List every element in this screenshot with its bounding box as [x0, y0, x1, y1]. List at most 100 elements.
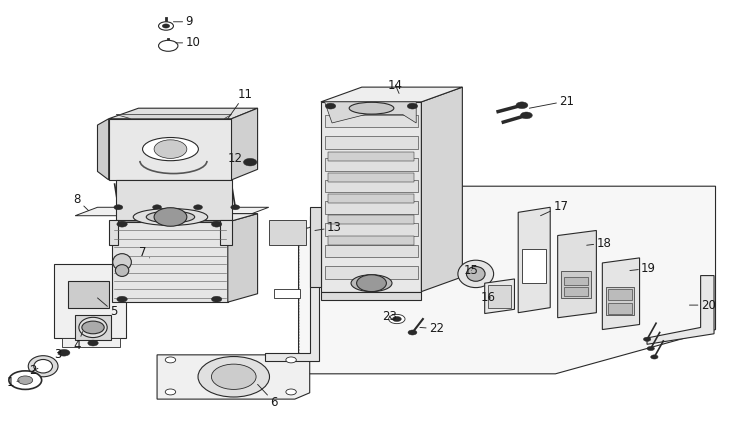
FancyBboxPatch shape: [269, 220, 306, 245]
Circle shape: [643, 337, 651, 341]
Circle shape: [521, 112, 533, 119]
Ellipse shape: [134, 209, 207, 225]
Polygon shape: [325, 223, 418, 236]
Polygon shape: [325, 136, 418, 149]
Text: 18: 18: [586, 236, 611, 250]
Circle shape: [408, 330, 417, 335]
Polygon shape: [310, 207, 321, 287]
FancyBboxPatch shape: [607, 302, 632, 313]
Polygon shape: [485, 279, 515, 313]
Polygon shape: [231, 108, 257, 180]
Circle shape: [286, 389, 296, 395]
Ellipse shape: [142, 137, 198, 161]
Circle shape: [9, 371, 42, 390]
Circle shape: [516, 102, 528, 109]
Text: 21: 21: [530, 94, 574, 108]
Polygon shape: [98, 119, 109, 180]
Text: 8: 8: [74, 193, 89, 211]
Circle shape: [211, 364, 256, 390]
Circle shape: [193, 205, 202, 210]
Ellipse shape: [79, 317, 107, 338]
Circle shape: [243, 158, 257, 166]
Polygon shape: [54, 264, 126, 338]
Ellipse shape: [466, 266, 485, 281]
Polygon shape: [109, 119, 231, 180]
Text: 2: 2: [29, 364, 38, 377]
Text: 10: 10: [175, 36, 200, 49]
Polygon shape: [321, 87, 463, 102]
FancyBboxPatch shape: [564, 287, 588, 296]
Ellipse shape: [146, 211, 195, 223]
Text: 23: 23: [382, 310, 397, 323]
Circle shape: [58, 349, 70, 356]
Circle shape: [79, 323, 94, 332]
Polygon shape: [325, 158, 418, 170]
Polygon shape: [265, 216, 319, 361]
Polygon shape: [325, 102, 416, 123]
Polygon shape: [298, 186, 715, 374]
Circle shape: [647, 346, 654, 351]
Polygon shape: [321, 291, 421, 300]
FancyBboxPatch shape: [68, 281, 110, 308]
FancyBboxPatch shape: [606, 287, 634, 315]
Polygon shape: [220, 220, 231, 245]
Circle shape: [153, 205, 162, 210]
Circle shape: [198, 357, 269, 397]
Polygon shape: [647, 276, 714, 344]
Polygon shape: [321, 102, 421, 291]
Ellipse shape: [34, 360, 52, 373]
Polygon shape: [328, 173, 414, 182]
Ellipse shape: [113, 254, 131, 271]
FancyBboxPatch shape: [522, 250, 546, 283]
Polygon shape: [62, 338, 120, 347]
Text: 19: 19: [630, 262, 656, 275]
Text: 3: 3: [54, 348, 62, 360]
FancyBboxPatch shape: [607, 289, 632, 300]
Text: 20: 20: [689, 299, 715, 312]
Circle shape: [211, 296, 222, 302]
Circle shape: [159, 22, 173, 30]
Text: 14: 14: [388, 79, 403, 93]
Text: 5: 5: [98, 298, 118, 319]
Text: 6: 6: [257, 385, 278, 409]
Polygon shape: [602, 258, 639, 330]
Polygon shape: [113, 222, 228, 302]
Polygon shape: [116, 115, 231, 119]
Text: 22: 22: [420, 322, 444, 335]
Polygon shape: [116, 180, 231, 220]
Polygon shape: [328, 194, 414, 203]
Polygon shape: [157, 355, 310, 399]
Text: 11: 11: [228, 88, 252, 119]
Circle shape: [166, 357, 175, 363]
Circle shape: [117, 221, 128, 227]
Ellipse shape: [351, 275, 392, 291]
Circle shape: [357, 275, 386, 291]
Polygon shape: [325, 201, 418, 214]
Text: 4: 4: [74, 332, 83, 352]
Circle shape: [231, 205, 239, 210]
Polygon shape: [558, 231, 596, 318]
Ellipse shape: [28, 356, 58, 377]
Circle shape: [88, 340, 98, 346]
Ellipse shape: [116, 265, 129, 276]
Polygon shape: [421, 87, 463, 291]
Polygon shape: [518, 207, 551, 313]
FancyBboxPatch shape: [274, 289, 300, 298]
Polygon shape: [328, 215, 414, 224]
Polygon shape: [75, 315, 111, 340]
Text: 17: 17: [541, 200, 568, 216]
Circle shape: [18, 376, 33, 385]
Polygon shape: [325, 180, 418, 192]
FancyBboxPatch shape: [564, 277, 588, 285]
Text: 7: 7: [140, 246, 150, 259]
Text: 1: 1: [7, 376, 19, 389]
Polygon shape: [325, 266, 418, 279]
Polygon shape: [328, 236, 414, 245]
Circle shape: [166, 389, 175, 395]
Circle shape: [392, 316, 401, 321]
Circle shape: [154, 140, 186, 158]
Circle shape: [407, 103, 418, 109]
Polygon shape: [325, 115, 418, 127]
Circle shape: [211, 221, 222, 227]
Circle shape: [82, 321, 104, 334]
